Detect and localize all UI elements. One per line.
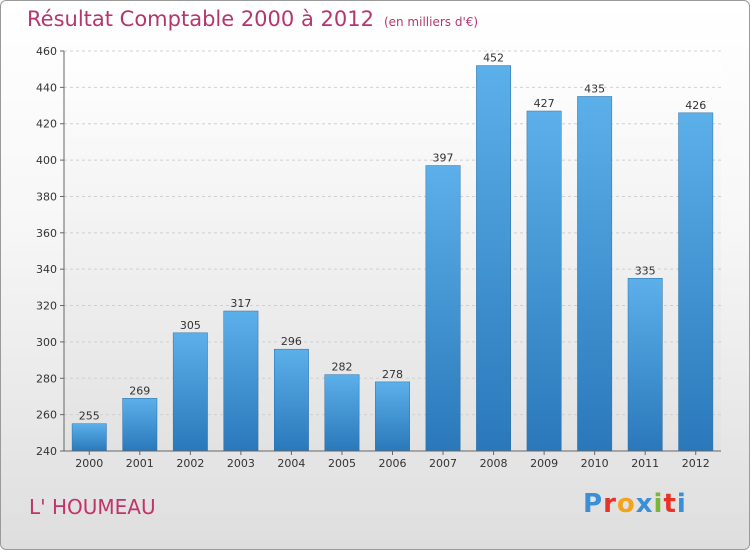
y-tick-label: 380 [36,190,57,203]
logo-letter: x [635,489,654,519]
bar-2007 [425,165,461,452]
bar-2000 [71,423,107,452]
y-axis: 240 260 280 300 320 340 360 380 400 420 440 460 [36,45,65,458]
y-tick-label: 300 [36,336,57,349]
bar-2006 [375,381,410,452]
bar-2002 [172,332,208,452]
bar-2004 [273,348,309,452]
chart-title: Résultat Comptable 2000 à 2012 (en millie… [27,7,478,31]
y-tick-label: 460 [36,45,57,58]
chart-subtitle: (en milliers d'€) [383,15,479,29]
x-tick-label-2006: 2006 [379,457,407,470]
proxiti-logo: Proxiti [583,489,687,519]
value-label-2002: 305 [180,319,201,332]
y-tick-label: 240 [36,445,57,458]
bar-2003 [223,310,259,452]
place-name: L' HOUMEAU [29,495,156,519]
value-label-2009: 427 [534,97,555,110]
chart-title-text: Résultat Comptable 2000 à 2012 [27,7,374,31]
value-label-2005: 282 [331,361,352,374]
y-tick-label: 280 [36,372,57,385]
bar-2009 [526,110,562,452]
x-tick-label-2010: 2010 [581,457,609,470]
bar-2012 [678,112,714,452]
x-tick-label-2003: 2003 [227,457,255,470]
logo-letter: t [663,489,677,519]
value-label-2001: 269 [129,384,150,397]
bar-2010 [577,96,613,452]
value-label-2006: 278 [382,368,403,381]
bar-2005 [324,374,360,452]
x-tick-label-2008: 2008 [480,457,508,470]
x-tick-label-2002: 2002 [176,457,204,470]
logo-letter: r [603,489,617,519]
x-tick-label-2012: 2012 [682,457,710,470]
logo-letter: o [616,489,636,519]
y-tick-label: 420 [36,118,57,131]
x-axis: 2000 2001 2002 2003 2004 2005 2006 2007 2008 2009… [64,450,721,470]
x-tick-label-2000: 2000 [75,457,103,470]
bar-2011 [627,278,663,452]
y-tick-label: 260 [36,409,57,422]
x-tick-label-2001: 2001 [126,457,154,470]
logo-letter: i [653,489,664,519]
x-tick-label-2007: 2007 [429,457,457,470]
value-label-2010: 435 [584,82,605,95]
value-label-2012: 426 [685,99,706,112]
value-label-2003: 317 [230,297,251,310]
y-tick-label: 340 [36,263,57,276]
x-tick-label-2005: 2005 [328,457,356,470]
bar-2001 [122,398,158,452]
value-label-2000: 255 [79,410,100,423]
y-tick-label: 400 [36,154,57,167]
x-tick-label-2011: 2011 [631,457,659,470]
x-tick-label-2009: 2009 [530,457,558,470]
value-label-2008: 452 [483,52,504,65]
value-label-2004: 296 [281,335,302,348]
value-label-2011: 335 [635,264,656,277]
value-label-2007: 397 [433,152,454,165]
logo-letter: i [676,489,687,519]
bar-2008 [476,65,512,452]
x-tick-label-2004: 2004 [277,457,305,470]
y-tick-label: 360 [36,227,57,240]
y-tick-label: 320 [36,300,57,313]
logo-letter: P [583,489,604,519]
bars: 255 269 305 317 296 282 278 397 452 427 435 335 426 [71,52,714,452]
y-tick-label: 440 [36,81,57,94]
